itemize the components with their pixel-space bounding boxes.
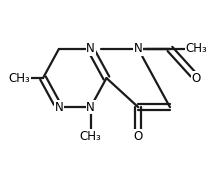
Text: CH₃: CH₃ <box>80 130 101 143</box>
Text: CH₃: CH₃ <box>8 72 30 85</box>
Text: O: O <box>134 130 143 143</box>
Text: N: N <box>55 101 63 114</box>
Text: N: N <box>86 101 95 114</box>
Text: O: O <box>192 72 201 85</box>
Text: CH₃: CH₃ <box>185 42 207 56</box>
Text: N: N <box>86 42 95 56</box>
Text: N: N <box>134 42 143 56</box>
